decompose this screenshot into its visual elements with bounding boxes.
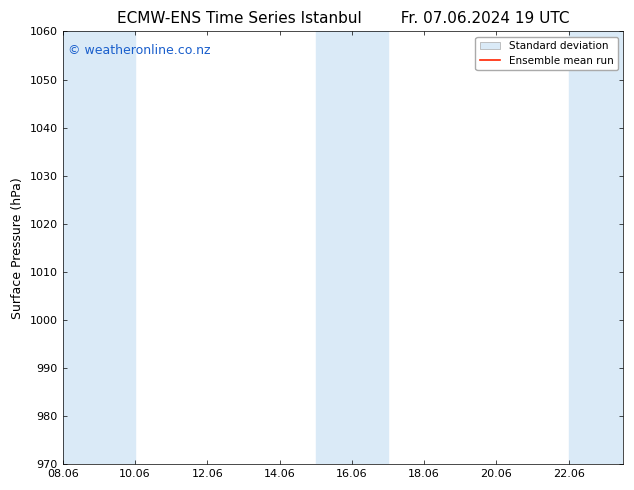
Bar [569, 31, 605, 464]
Y-axis label: Surface Pressure (hPa): Surface Pressure (hPa) [11, 177, 24, 318]
Bar [605, 31, 623, 464]
Legend: Standard deviation, Ensemble mean run: Standard deviation, Ensemble mean run [476, 37, 618, 70]
Text: © weatheronline.co.nz: © weatheronline.co.nz [68, 45, 210, 57]
Bar [63, 31, 99, 464]
Bar [99, 31, 135, 464]
Bar [316, 31, 352, 464]
Title: ECMW-ENS Time Series Istanbul        Fr. 07.06.2024 19 UTC: ECMW-ENS Time Series Istanbul Fr. 07.06.… [117, 11, 569, 26]
Bar [352, 31, 388, 464]
